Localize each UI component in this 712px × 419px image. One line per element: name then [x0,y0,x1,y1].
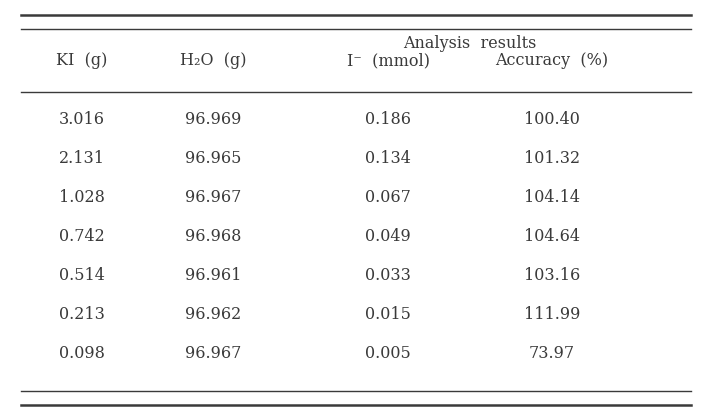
Text: 0.134: 0.134 [365,150,411,167]
Text: 96.962: 96.962 [185,306,242,323]
Text: 104.14: 104.14 [524,189,580,206]
Text: 96.967: 96.967 [185,189,242,206]
Text: 0.514: 0.514 [59,267,105,284]
Text: 0.005: 0.005 [365,345,411,362]
Text: Accuracy  (%): Accuracy (%) [496,52,608,69]
Text: 96.965: 96.965 [185,150,242,167]
Text: Analysis  results: Analysis results [403,36,537,52]
Text: 1.028: 1.028 [59,189,105,206]
Text: 0.049: 0.049 [365,228,411,245]
Text: 100.40: 100.40 [524,111,580,128]
Text: 0.098: 0.098 [59,345,105,362]
Text: 103.16: 103.16 [523,267,580,284]
Text: I⁻  (mmol): I⁻ (mmol) [347,52,429,69]
Text: 0.033: 0.033 [365,267,411,284]
Text: 101.32: 101.32 [524,150,580,167]
Text: 2.131: 2.131 [59,150,105,167]
Text: 0.213: 0.213 [59,306,105,323]
Text: H₂O  (g): H₂O (g) [180,52,247,69]
Text: 111.99: 111.99 [523,306,580,323]
Text: 0.067: 0.067 [365,189,411,206]
Text: 0.015: 0.015 [365,306,411,323]
Text: 104.64: 104.64 [524,228,580,245]
Text: KI  (g): KI (g) [56,52,108,69]
Text: 96.968: 96.968 [185,228,242,245]
Text: 73.97: 73.97 [529,345,575,362]
Text: 0.742: 0.742 [59,228,105,245]
Text: 96.961: 96.961 [185,267,242,284]
Text: 3.016: 3.016 [59,111,105,128]
Text: 96.969: 96.969 [185,111,242,128]
Text: 0.186: 0.186 [365,111,411,128]
Text: 96.967: 96.967 [185,345,242,362]
